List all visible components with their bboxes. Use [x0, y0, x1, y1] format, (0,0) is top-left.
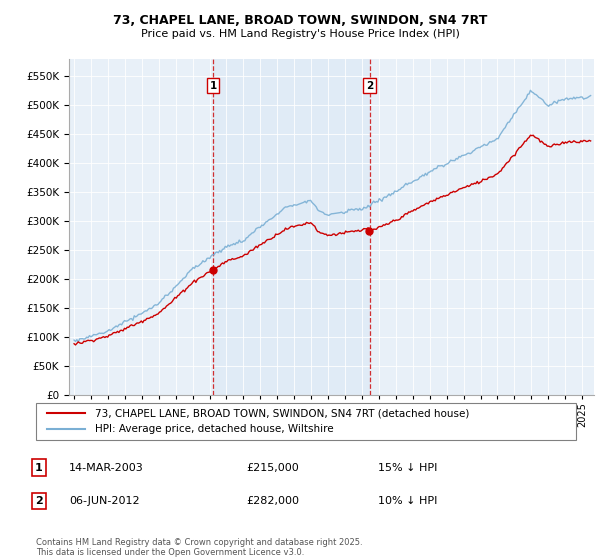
Text: HPI: Average price, detached house, Wiltshire: HPI: Average price, detached house, Wilt… — [95, 424, 334, 435]
Text: Price paid vs. HM Land Registry's House Price Index (HPI): Price paid vs. HM Land Registry's House … — [140, 29, 460, 39]
Text: 1: 1 — [35, 463, 43, 473]
Text: £215,000: £215,000 — [246, 463, 299, 473]
Text: 1: 1 — [209, 81, 217, 91]
FancyBboxPatch shape — [36, 403, 576, 440]
Text: Contains HM Land Registry data © Crown copyright and database right 2025.
This d: Contains HM Land Registry data © Crown c… — [36, 538, 362, 557]
Text: 14-MAR-2003: 14-MAR-2003 — [69, 463, 144, 473]
Text: 15% ↓ HPI: 15% ↓ HPI — [378, 463, 437, 473]
Text: 2: 2 — [35, 496, 43, 506]
Text: 10% ↓ HPI: 10% ↓ HPI — [378, 496, 437, 506]
Bar — [213, 59, 370, 395]
Text: 73, CHAPEL LANE, BROAD TOWN, SWINDON, SN4 7RT: 73, CHAPEL LANE, BROAD TOWN, SWINDON, SN… — [113, 14, 487, 27]
Text: 2: 2 — [366, 81, 373, 91]
Text: £282,000: £282,000 — [246, 496, 299, 506]
Text: 06-JUN-2012: 06-JUN-2012 — [69, 496, 140, 506]
Text: 73, CHAPEL LANE, BROAD TOWN, SWINDON, SN4 7RT (detached house): 73, CHAPEL LANE, BROAD TOWN, SWINDON, SN… — [95, 408, 470, 418]
